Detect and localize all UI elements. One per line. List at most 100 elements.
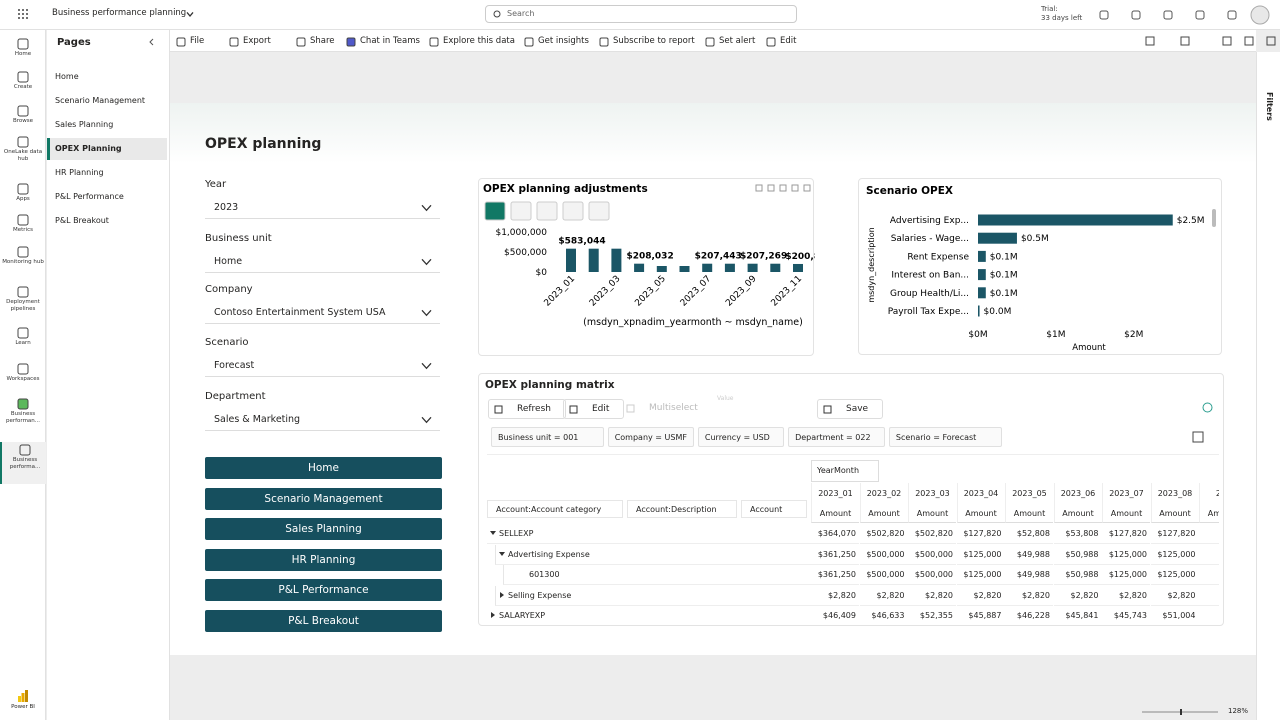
nav-item[interactable]: Monitoring hub [0, 244, 46, 276]
nav-button[interactable]: P&L Performance [205, 579, 442, 602]
row-header[interactable]: Account:Account category [487, 500, 623, 518]
nav-item[interactable]: Business performa... [0, 442, 46, 484]
toolbar-icon[interactable] [1266, 36, 1276, 46]
nav-item[interactable]: Browse [0, 103, 46, 135]
toolbar-icon [599, 37, 609, 47]
toolbar-icon[interactable] [1244, 36, 1254, 46]
row-label-cell[interactable]: SALARYEXP [487, 606, 811, 622]
column-group-header[interactable]: YearMonth [811, 460, 879, 482]
search-placeholder: Search [507, 9, 535, 18]
toolbar-icon[interactable] [1145, 36, 1155, 46]
slicer-dropdown[interactable]: Sales & Marketing [205, 409, 440, 431]
nav-item[interactable]: Metrics [0, 212, 46, 244]
row-label-cell[interactable]: SELLEXP [487, 524, 811, 544]
nav-button[interactable]: Scenario Management [205, 487, 442, 510]
slicer-dropdown[interactable]: 2023 [205, 197, 440, 219]
nav-icon [17, 38, 29, 50]
matrix-action[interactable]: Edit [563, 399, 625, 419]
icon-shape [1244, 36, 1254, 46]
nav-button[interactable]: HR Planning [205, 548, 442, 571]
page-tab[interactable]: Sales Planning [47, 114, 167, 136]
page-tab[interactable]: Home [47, 66, 167, 88]
nav-button[interactable]: Sales Planning [205, 518, 442, 541]
page-tab[interactable]: P&L Performance [47, 186, 167, 208]
nav-item[interactable]: Create [0, 69, 46, 101]
page-tab-label: HR Planning [55, 168, 104, 177]
bar [770, 263, 781, 272]
collapse-icon[interactable] [149, 38, 157, 46]
top-icon[interactable] [1131, 10, 1141, 20]
matrix-action[interactable]: Refresh [488, 399, 566, 419]
row-label-cell[interactable]: Selling Expense [495, 585, 811, 606]
filter-chip[interactable]: Business unit = 001 [491, 427, 604, 447]
filter-chip[interactable]: Scenario = Forecast [888, 427, 1002, 447]
slicer-label: Scenario [205, 337, 249, 348]
nav-item[interactable]: Workspaces [0, 361, 46, 393]
slicer-value: Sales & Marketing [214, 414, 301, 425]
visual-tool [510, 201, 532, 221]
icon-shape [17, 363, 29, 375]
visual-card: Scenario OPEX Advertising Exp... $2.5M Sala… [858, 178, 1222, 355]
nav-item[interactable]: Learn [0, 325, 46, 357]
icon-shape [524, 37, 534, 47]
icon-shape [626, 404, 635, 413]
icon-shape [17, 286, 29, 298]
matrix-cell: $502,820 [908, 524, 956, 544]
top-icon[interactable] [1195, 10, 1205, 20]
nav-button[interactable]: P&L Breakout [205, 610, 442, 632]
slicer-dropdown[interactable]: Forecast [205, 355, 440, 377]
page-tab-label: Home [55, 72, 79, 81]
y-tick-label: $1,000,000 [495, 228, 547, 238]
app-title[interactable]: Business performance planning [52, 8, 187, 18]
chevron-shape [421, 416, 432, 424]
icon-shape [766, 37, 776, 47]
nav-button[interactable]: Home [205, 457, 442, 479]
matrix-cell: $500,000 [908, 565, 956, 585]
page-tab[interactable]: HR Planning [47, 162, 167, 184]
nav-item[interactable]: Home [0, 36, 46, 68]
page-tab[interactable]: Scenario Management [47, 90, 167, 112]
toolbar-label: Share [310, 36, 335, 46]
nav-icon [17, 398, 29, 410]
filter-chip-label: Company = USMF [614, 433, 687, 442]
nav-item[interactable]: Deployment pipelines [0, 284, 46, 316]
matrix-action[interactable]: Save [817, 399, 884, 419]
nav-item[interactable]: Apps [0, 181, 46, 213]
top-icon[interactable] [1227, 10, 1237, 20]
filter-chip[interactable]: Currency = USD [697, 427, 785, 447]
x-tick-label: 2023_07 [679, 274, 714, 309]
month-header: 2023_08 [1150, 483, 1199, 503]
toolbar-label: Subscribe to report [613, 36, 695, 46]
toolbar-icon[interactable] [1180, 36, 1190, 46]
app-launcher[interactable] [17, 8, 29, 20]
slicer-dropdown[interactable]: Contoso Entertainment System USA [205, 302, 440, 324]
month-header: 2023_06 [1053, 483, 1102, 503]
filters-pane[interactable]: Filters [1256, 52, 1280, 720]
pages-pane: Pages Home Scenario Management Sales Planni… [47, 30, 170, 720]
page-tab[interactable]: P&L Breakout [47, 210, 167, 232]
chevron [421, 416, 432, 424]
matrix-cell: $127,820 [1150, 524, 1199, 544]
top-icon[interactable] [1163, 10, 1173, 20]
icon-shape [1192, 431, 1204, 443]
month-header: 202 [1199, 483, 1219, 503]
nav-item[interactable]: Business performan... [0, 396, 46, 428]
top-icon[interactable] [1099, 10, 1109, 20]
row-label-cell[interactable]: Advertising Expense [495, 544, 811, 565]
filter-chip[interactable]: Department = 022 [788, 427, 885, 447]
row-header[interactable]: Account:Description [627, 500, 737, 518]
matrix-action: Multiselect [621, 399, 712, 419]
icon-shape [1099, 10, 1109, 20]
icon-shape [823, 405, 832, 414]
row-header[interactable]: Account [741, 500, 807, 518]
toolbar-icon[interactable] [1222, 36, 1232, 46]
slicer-value: Home [214, 256, 243, 267]
slicer-dropdown[interactable]: Home [205, 251, 440, 273]
page-tab[interactable]: OPEX Planning [47, 138, 167, 160]
row-label: Selling Expense [508, 590, 572, 600]
row-header-label: Account:Account category [496, 505, 602, 514]
search-box[interactable]: Search [485, 5, 797, 23]
filter-chip[interactable]: Company = USMF [607, 427, 694, 447]
nav-item[interactable]: OneLake data hub [0, 134, 46, 166]
avatar-shape [1250, 5, 1270, 25]
